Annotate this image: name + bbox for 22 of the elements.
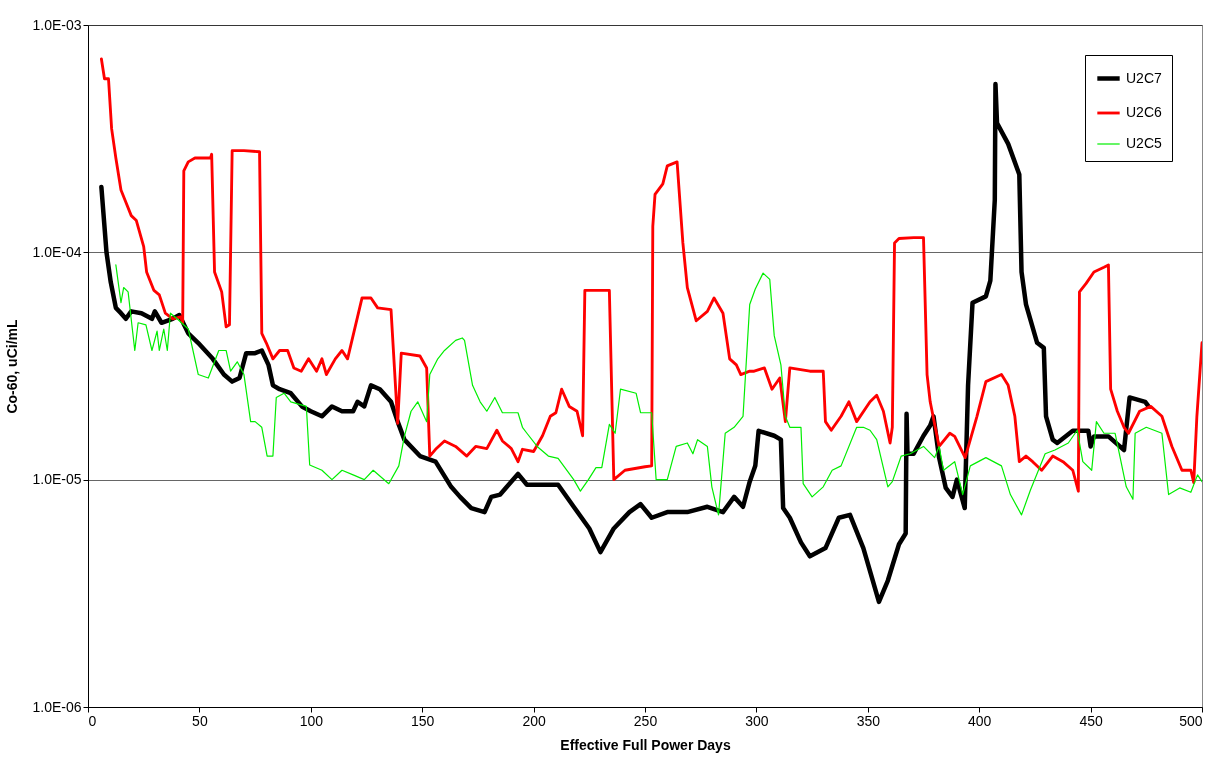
y-tick-label: 1.0E-03	[32, 16, 82, 33]
legend-label: U2C6	[1126, 104, 1163, 120]
x-tick-label: 450	[1079, 712, 1103, 729]
x-tick-label: 250	[633, 712, 658, 729]
legend-label: U2C5	[1126, 135, 1163, 151]
x-axis-title: Effective Full Power Days	[560, 736, 731, 753]
line-series	[115, 264, 1202, 516]
x-tick-label: 150	[411, 712, 435, 729]
y-tick-label: 1.0E-04	[32, 243, 82, 260]
y-tick-label: 1.0E-05	[32, 471, 82, 488]
x-tick-label: 50	[192, 712, 208, 729]
legend-label: U2C7	[1126, 69, 1163, 86]
x-tick-label: 200	[522, 712, 546, 729]
y-axis-title: Co-60, uCi/mL	[4, 319, 21, 414]
y-tick-label: 1.0E-06	[32, 698, 82, 715]
x-tick-label: 300	[745, 712, 769, 729]
x-tick-label: 500	[1179, 712, 1203, 729]
x-tick-label: 400	[968, 712, 992, 729]
x-tick-label: 100	[299, 712, 324, 729]
line-series	[99, 57, 1202, 493]
x-tick-label: 0	[88, 712, 97, 729]
x-tick-label: 350	[856, 712, 881, 729]
